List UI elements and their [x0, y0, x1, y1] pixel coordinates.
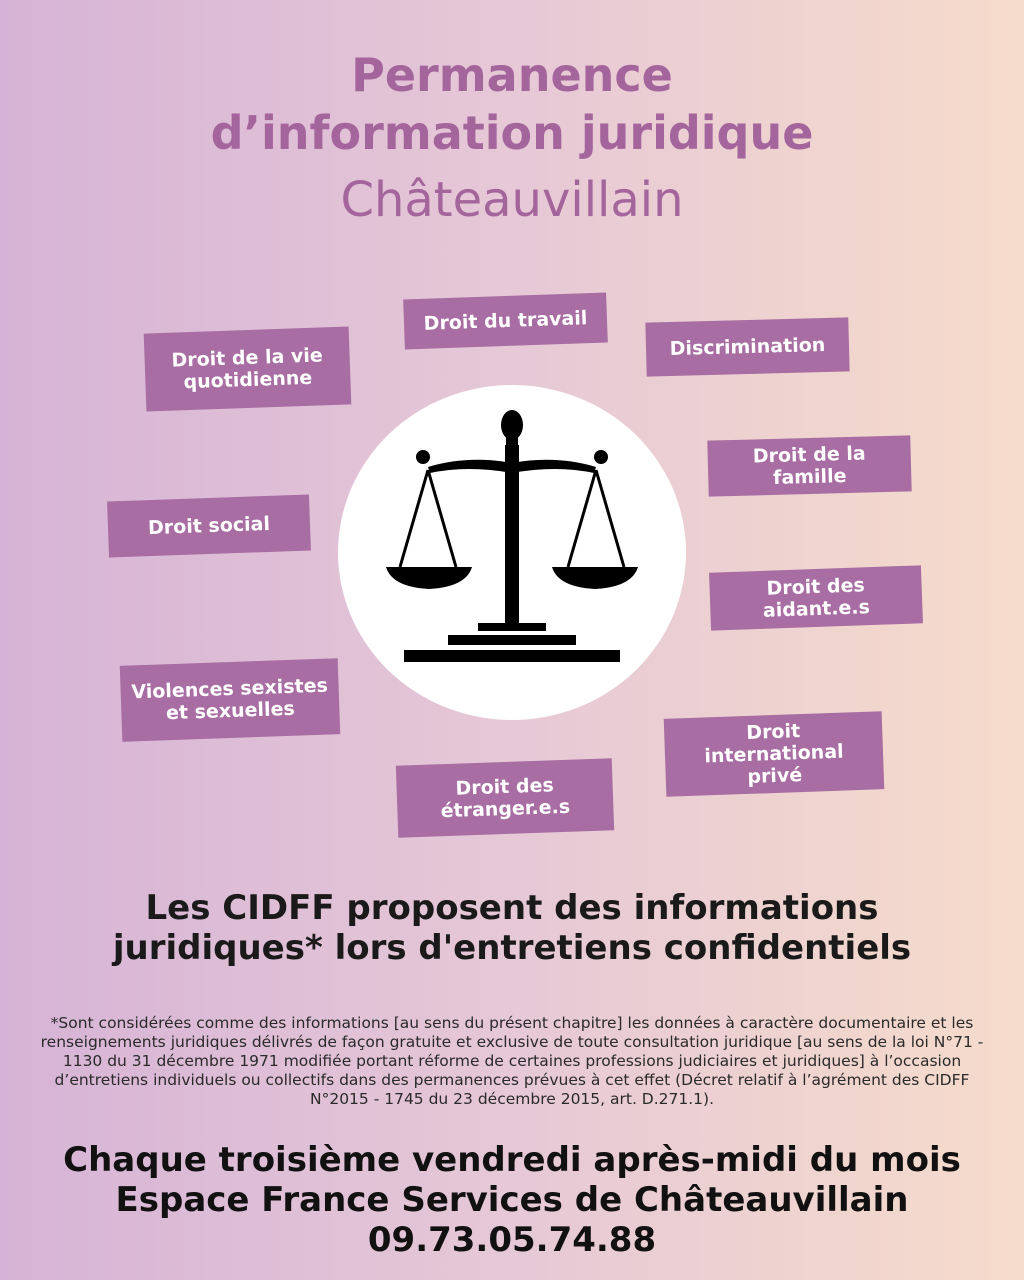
topic-droit-travail: Droit du travail: [403, 292, 608, 350]
center-circle: [338, 385, 686, 720]
topic-droit-social: Droit social: [107, 494, 311, 558]
main-heading: Les CIDFF proposent des informations jur…: [0, 888, 1024, 968]
topic-violences-sexistes: Violences sexistes et sexuelles: [119, 658, 341, 742]
topic-label: Droit de la famille: [752, 442, 866, 489]
topic-label: aidant.e.s: [762, 596, 871, 622]
topic-droit-etrangers: Droit des étranger.e.s: [395, 758, 615, 838]
topic-label: Droit international: [704, 720, 844, 768]
schedule-text: Chaque troisième vendredi après-midi du …: [63, 1140, 961, 1180]
scales-of-justice-icon: [386, 410, 638, 662]
topic-droit-aidants: Droit des aidant.e.s: [709, 565, 923, 631]
title-city: Châteauvillain: [340, 172, 684, 228]
topic-droit-famille: Droit de la famille: [707, 435, 912, 497]
topic-discrimination: Discrimination: [645, 317, 850, 377]
topic-label: quotidienne: [183, 366, 313, 394]
main-heading-line-2: juridiques* lors d'entretiens confidenti…: [112, 928, 912, 968]
topic-label: étranger.e.s: [440, 795, 571, 823]
topic-droit-vie-quotidienne: Droit de la vie quotidienne: [143, 326, 352, 412]
topic-label: Discrimination: [669, 333, 826, 361]
topic-droit-international-prive: Droit international privé: [663, 711, 885, 797]
location-text: Espace France Services de Châteauvillain: [115, 1180, 909, 1220]
legal-footnote: *Sont considérées comme des informations…: [40, 1014, 984, 1108]
title-line-1: Permanence: [351, 48, 673, 102]
main-heading-line-1: Les CIDFF proposent des informations: [145, 888, 879, 928]
footer-info: Chaque troisième vendredi après-midi du …: [0, 1140, 1024, 1260]
phone-number: 09.73.05.74.88: [367, 1220, 657, 1260]
topic-label: Droit social: [147, 512, 271, 540]
title-line-2: d’information juridique: [210, 106, 814, 160]
topic-label: Droit du travail: [423, 307, 588, 335]
